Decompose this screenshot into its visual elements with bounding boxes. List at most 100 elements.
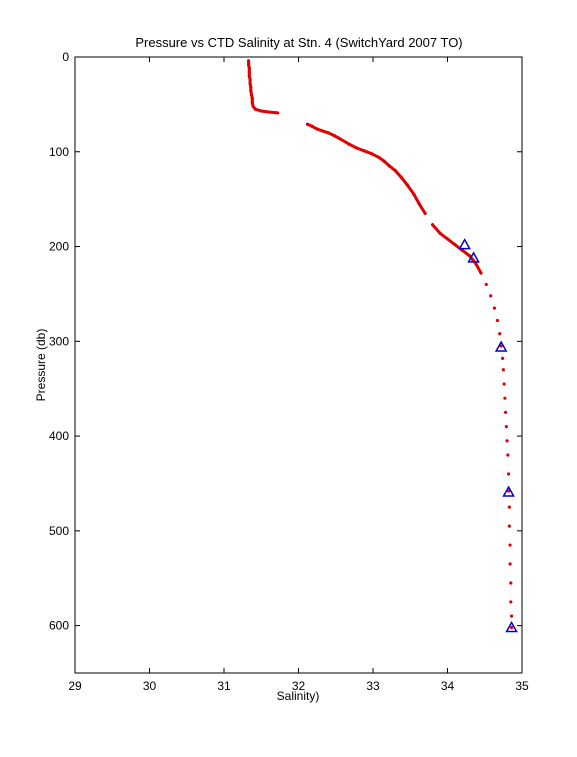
y-tick-label: 600 (49, 619, 69, 633)
ctd-data-point (310, 124, 314, 128)
y-tick-label: 100 (49, 145, 69, 159)
bottle-sample-marker (467, 251, 480, 263)
ctd-data-point (377, 155, 381, 160)
ctd-data-point (508, 562, 512, 566)
y-tick-label: 400 (49, 429, 69, 443)
ctd-data-point (509, 614, 514, 618)
ctd-data-point (453, 243, 457, 247)
x-tick-label: 33 (366, 679, 380, 693)
ctd-data-point (508, 543, 512, 547)
y-tick-label: 500 (49, 524, 69, 538)
ctd-data-point (337, 136, 342, 141)
ctd-data-point (251, 104, 255, 108)
ctd-trace-segment (399, 175, 409, 187)
ctd-data-point (276, 111, 280, 115)
ctd-data-point (382, 159, 386, 163)
ctd-data-point (484, 282, 488, 287)
ctd-data-point (405, 183, 409, 187)
ctd-data-point (369, 152, 374, 156)
ctd-data-point (506, 453, 510, 457)
ctd-data-point (393, 169, 397, 173)
ctd-trace-segment (417, 202, 427, 215)
y-tick-label: 0 (62, 50, 69, 64)
ctd-trace-segment (412, 192, 421, 206)
ctd-data-point (362, 149, 366, 153)
ctd-data-point (501, 368, 505, 372)
bottle-sample-marker (505, 620, 518, 633)
ctd-data-point (501, 356, 505, 360)
ctd-data-point (305, 122, 310, 126)
ctd-data-point (506, 489, 511, 493)
ctd-data-point (479, 271, 483, 275)
ctd-data-point (506, 472, 511, 476)
y-axis-label: Pressure (db) (34, 329, 48, 402)
ctd-data-point (247, 74, 251, 78)
x-axis-label: Salinity) (277, 689, 320, 703)
ctd-data-point (387, 164, 391, 168)
ctd-data-point (248, 78, 252, 82)
ctd-data-point (326, 131, 330, 135)
ctd-data-point (249, 93, 254, 97)
ctd-trace-segment (431, 223, 442, 235)
ctd-data-point (267, 110, 271, 114)
ctd-data-point (509, 581, 513, 585)
y-tick-label: 200 (49, 240, 69, 254)
ctd-data-point (509, 600, 513, 604)
ctd-data-point (399, 175, 403, 179)
ctd-data-point (253, 107, 257, 111)
ctd-data-point (495, 318, 500, 323)
ctd-data-point (431, 223, 435, 227)
ctd-data-point (499, 344, 503, 348)
ctd-data-point (355, 146, 359, 150)
bottle-sample-marker (502, 485, 515, 497)
ctd-data-point (460, 248, 464, 252)
ctd-data-point (248, 81, 252, 86)
ctd-data-point (445, 237, 450, 241)
ctd-data-point (247, 70, 251, 74)
ctd-data-point (417, 202, 421, 206)
x-tick-label: 31 (217, 679, 231, 693)
x-tick-label: 29 (68, 679, 82, 693)
ctd-data-point (502, 382, 506, 386)
x-tick-label: 30 (143, 679, 157, 693)
ctd-data-point (498, 332, 502, 336)
ctd-data-point (347, 142, 351, 146)
chart-title: Pressure vs CTD Salinity at Stn. 4 (Swit… (135, 35, 462, 50)
ctd-data-point (412, 192, 416, 197)
ctd-data-point (504, 425, 508, 429)
ctd-data-point (504, 410, 508, 414)
ctd-data-point (247, 66, 251, 70)
ctd-data-point (246, 62, 251, 67)
data-points (246, 59, 518, 633)
ctd-data-point (249, 85, 253, 89)
ctd-data-point (320, 129, 324, 133)
ctd-trace-segment (337, 137, 351, 146)
ctd-data-point (489, 294, 493, 298)
ctd-data-point (332, 134, 336, 138)
ctd-data-point (474, 261, 478, 266)
ctd-data-point (492, 306, 497, 310)
x-tick-label: 34 (441, 679, 455, 693)
bottle-sample-marker (458, 238, 471, 250)
ctd-data-point (507, 505, 511, 509)
ctd-data-point (438, 231, 442, 235)
ctd-data-point (250, 97, 254, 101)
plot-frame (74, 56, 523, 674)
ctd-data-point (250, 100, 254, 105)
ctd-data-point (315, 127, 319, 131)
ctd-data-point (507, 524, 511, 528)
axis-ticks: 29 30 31 32 33 34 35 0 100 200 300 400 500 600 (49, 50, 529, 693)
ctd-trace-segment (474, 262, 483, 275)
x-tick-label: 35 (515, 679, 529, 693)
ctd-data-point (246, 59, 251, 63)
ctd-data-point (503, 396, 507, 400)
ctd-data-point (505, 439, 509, 443)
ctd-data-point (423, 211, 427, 215)
ctd-data-point (259, 109, 263, 113)
x-tick-label: 32 (292, 679, 306, 693)
ctd-trace-segment (405, 183, 416, 196)
bottle-sample-marker (494, 340, 508, 352)
ctd-data-point (249, 89, 253, 93)
ctd-data-point (509, 625, 514, 630)
